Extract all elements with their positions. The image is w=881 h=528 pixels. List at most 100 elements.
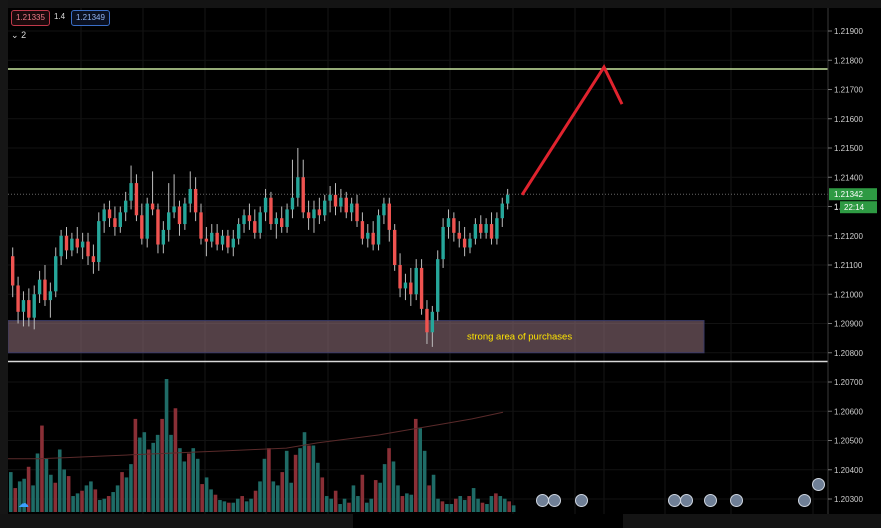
candle [479,224,483,233]
volume-bar [342,498,347,512]
volume-bar [129,464,133,512]
volume-bar [298,448,302,512]
economic-event-icon[interactable] [575,494,588,507]
volume-bar [253,490,258,512]
candle [366,232,370,239]
volume-bar [71,496,75,512]
volume-bar [164,379,169,512]
candle [107,209,112,219]
axis-tick-label: 1.20800 [834,349,863,358]
economic-event-icon[interactable] [798,494,811,507]
candle [419,267,424,309]
economic-event-icon[interactable] [548,494,561,507]
candle [387,203,391,230]
volume-bar [307,445,311,512]
volume-bar [333,490,338,512]
candle [210,232,214,242]
volume-bar [511,505,516,512]
axis-tick-label: 1.20700 [834,378,863,387]
volume-bar [489,496,494,512]
economic-event-icon[interactable] [730,494,743,507]
volume-bar [284,450,289,512]
volume-bar [494,493,498,512]
volume-bar [84,485,89,512]
candle [236,224,241,239]
candle [247,215,252,222]
volume-bar [373,480,378,512]
volume-bar [9,472,13,512]
price-chart[interactable]: strong area of purchases 1.219001.218001… [8,8,881,514]
candle [32,294,36,318]
grid [8,8,828,514]
volume-bar [454,498,458,512]
forecast-arrow[interactable] [520,63,624,196]
chart-window[interactable]: strong area of purchases 1.21900 1.21800 1… [8,8,881,514]
volume-bar [409,494,414,512]
economic-event-icon[interactable] [704,494,717,507]
price-axis[interactable]: 1.21900 1.21800 1.21700 1.21600 1.21500 1.214… [828,27,863,504]
candle [183,203,187,225]
axis-tick-label: 1.21800 [834,56,863,65]
candle [215,232,219,245]
axis-tick-label: 1.21700 [834,86,863,95]
volume-moving-average [8,411,504,460]
candle [177,206,182,225]
candle [21,300,26,312]
candle [167,212,171,230]
candle [436,259,440,312]
candle [204,238,209,242]
candle [48,291,53,301]
window-edge [0,0,8,528]
candle [188,188,192,204]
volume-bar [302,432,307,512]
countdown-prefix: 1 [834,203,839,212]
chevron-down-icon: ⌄ [11,30,19,40]
volume-bar [316,462,320,512]
volume-bar [262,458,267,512]
volume-bar [267,448,271,512]
volume-bar [53,482,58,512]
candle [118,212,122,227]
axis-tick-label: 1.20600 [834,407,863,416]
ask-price-button[interactable]: 1.21349 [71,10,110,26]
axis-tick-label: 1.20900 [834,320,863,329]
volume-bar [102,498,107,512]
candle [285,209,289,227]
axis-tick-label: 1.20300 [834,495,863,504]
volume-bar [289,482,293,512]
volume-bar [391,461,396,512]
volume-bar [31,485,35,512]
quantity-control[interactable]: ⌄ 2 [11,30,26,41]
candle [75,238,79,248]
volume-bar [191,448,196,512]
candle [242,215,246,225]
candle [306,212,311,219]
candle [468,238,472,248]
candle [392,229,397,265]
purchase-zone-label: strong area of purchases [467,332,572,343]
economic-event-icon[interactable] [680,494,693,507]
purchase-zone [8,320,705,354]
volume-bar [396,485,400,512]
volume-bar [293,454,298,512]
last-price-value: 1.21342 [834,190,863,199]
candle [323,200,327,216]
volume-bar [382,464,387,512]
candle [134,183,139,216]
candle [328,194,332,201]
candle [263,197,268,213]
candle [86,241,90,257]
candle [339,197,343,207]
economic-event-icon[interactable] [812,478,825,491]
candle [64,235,69,251]
volume-bar [476,498,480,512]
candle [495,218,499,239]
bid-price-button[interactable]: 1.21335 [11,10,50,26]
candle [409,282,413,295]
volume-bar [445,504,449,512]
volume-bar [507,501,511,512]
candle [473,224,478,239]
volume-bar [338,504,342,512]
candle [43,279,47,301]
axis-tick-label: 1.21400 [834,173,863,182]
